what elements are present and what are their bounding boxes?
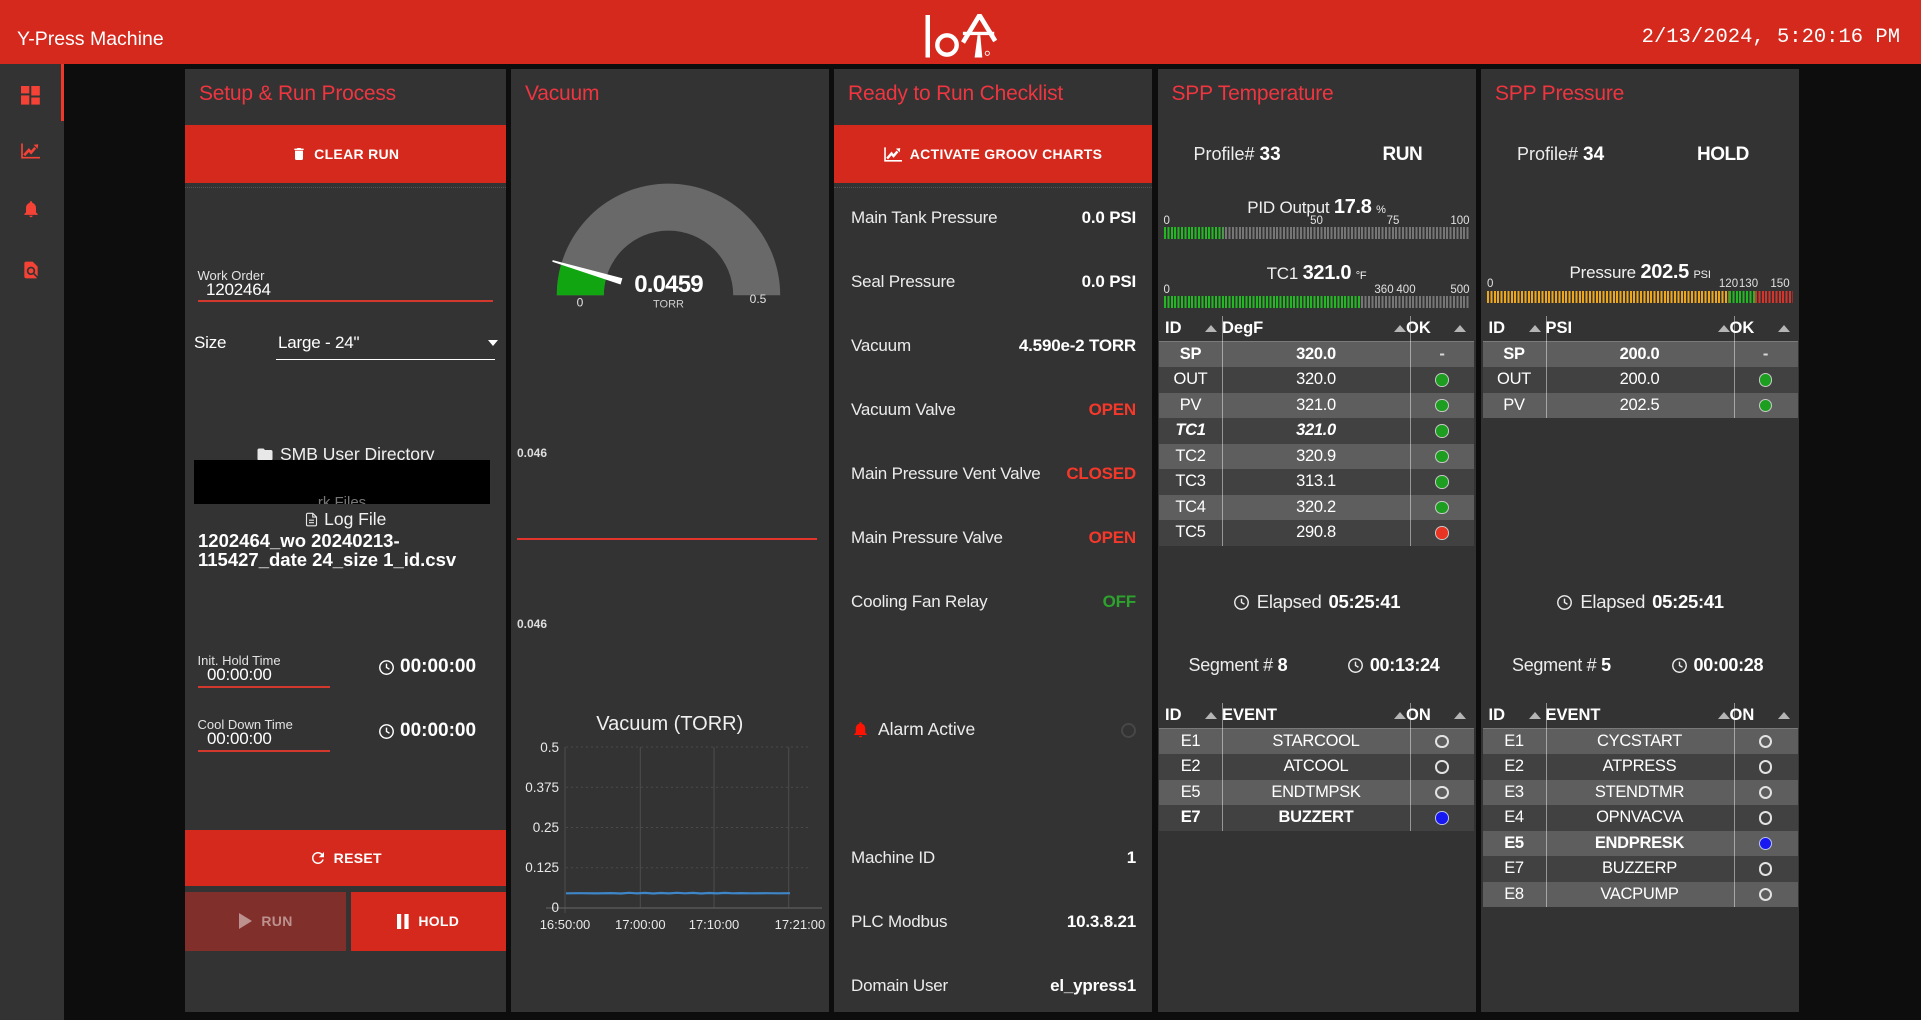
svg-text:0.125: 0.125 [525, 860, 559, 875]
svg-text:0: 0 [577, 296, 584, 310]
svg-text:0.375: 0.375 [525, 780, 559, 795]
svg-text:0: 0 [551, 900, 559, 915]
svg-text:16:50:00: 16:50:00 [540, 917, 591, 932]
svg-text:17:10:00: 17:10:00 [689, 917, 740, 932]
svg-text:TORR: TORR [653, 299, 684, 311]
svg-text:0.25: 0.25 [533, 820, 559, 835]
svg-text:17:21:00: 17:21:00 [775, 917, 826, 932]
svg-text:0.0459: 0.0459 [634, 271, 703, 298]
svg-text:0.5: 0.5 [540, 740, 559, 755]
svg-text:0.5: 0.5 [750, 292, 767, 306]
svg-text:17:00:00: 17:00:00 [615, 917, 666, 932]
